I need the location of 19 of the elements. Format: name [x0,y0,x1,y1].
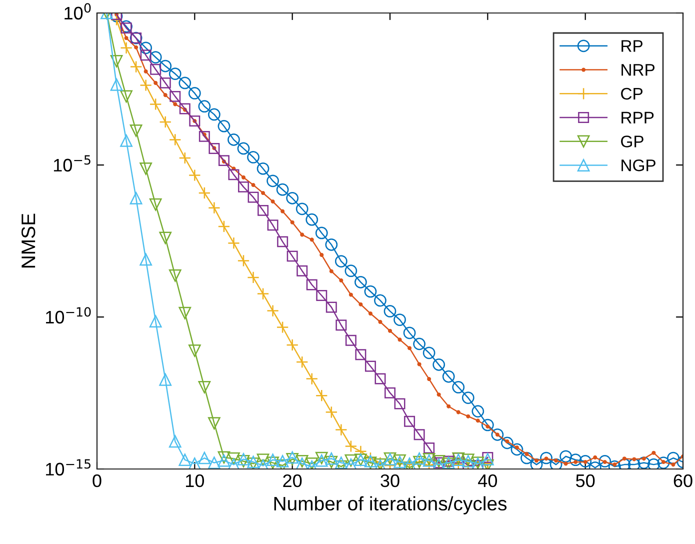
x-tick-label: 40 [478,474,498,488]
legend-label: CP [621,88,642,100]
y-tick-label: 10$^{−5}$ [54,155,90,172]
legend-label: GP [621,136,644,148]
x-tick-label: 0 [92,474,102,488]
y-tick-label: 10$^{−15}$ [46,459,90,476]
y-axis-title: NMSE [21,214,36,268]
x-tick-label: 10 [186,474,204,488]
legend-label: NGP [622,159,656,172]
x-axis-title: Number of iterations/cycles [274,496,507,514]
y-tick-label: 10$^{0}$ [64,3,91,20]
x-tick-label: 20 [283,474,302,488]
legend-label: NRP [622,64,655,76]
x-tick-label: 60 [674,474,692,488]
legend-label: RPP [622,112,654,124]
legend-label: RP [622,40,642,52]
x-tick-label: 50 [576,474,595,488]
x-tick-label: 30 [380,474,400,488]
y-tick-label: 10$^{−10}$ [46,307,91,324]
